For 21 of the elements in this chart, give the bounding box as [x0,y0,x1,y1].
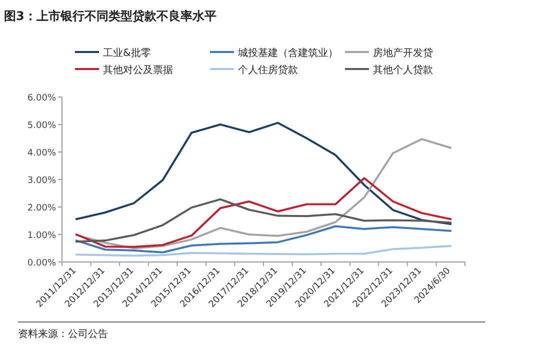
line-series [75,198,452,243]
legend-label: 城投基建（含建筑业） [237,47,338,59]
legend-label: 个人住房贷款 [238,64,298,76]
y-tick-label: 0.00% [27,258,56,268]
chart-title: 图3：上市银行不同类型贷款不良率水平 [4,9,216,23]
legend-label: 工业&批零 [103,47,151,59]
legend-label: 房地产开发贷 [373,47,433,59]
y-tick-label: 2.00% [27,204,56,214]
text: 资料来源：公司公告 [18,328,108,340]
y-tick-label: 4.00% [27,148,56,158]
y-tick-label: 6.00% [27,94,56,104]
line-series [75,245,452,257]
line-series [75,138,452,250]
legend-label: 其他个人贷款 [373,64,433,76]
line-series [75,177,452,248]
y-tick-label: 1.00% [27,231,56,241]
line-series [75,225,452,254]
line-series [75,122,452,226]
y-tick-label: 5.00% [27,121,56,131]
y-tick-label: 3.00% [27,176,56,186]
legend-label: 其他对公及票据 [103,64,173,76]
